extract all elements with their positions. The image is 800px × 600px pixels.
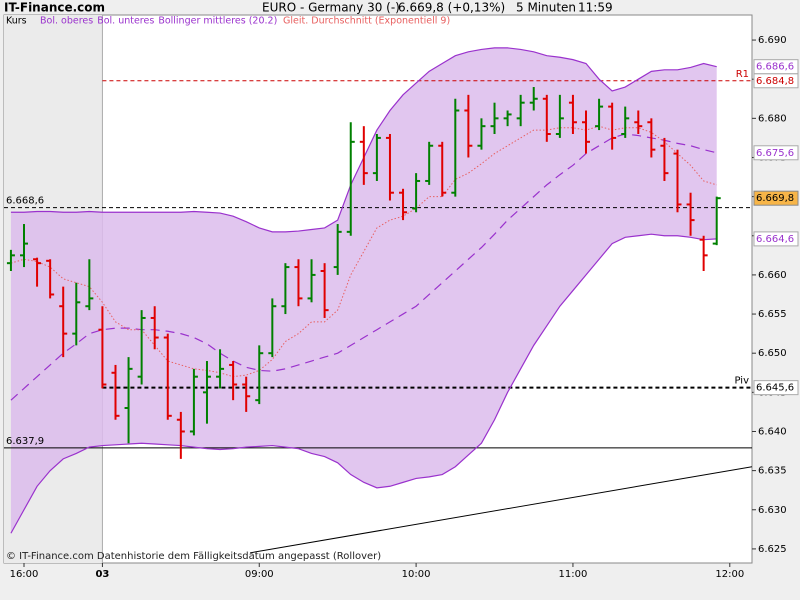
last-price-label: 6.669,8	[756, 193, 794, 204]
time: 11:59	[578, 1, 613, 15]
last-value-label: 6.686,6	[756, 62, 794, 73]
y-tick-label: 6.630	[758, 505, 787, 516]
level-box	[753, 380, 799, 396]
legend-entry: Bol. oberes	[40, 16, 93, 27]
level-name: Piv	[734, 376, 749, 387]
trendline	[250, 466, 752, 554]
level-name: R1	[736, 69, 749, 80]
last-value-label: 6.675,6	[756, 148, 794, 159]
x-tick-label: 11:00	[559, 569, 588, 580]
x-tick-label: 12:00	[715, 569, 744, 580]
y-tick-label: 6.660	[758, 270, 787, 281]
chart-title: EURO - Germany 30 (-)	[262, 1, 400, 15]
y-tick-label: 6.635	[758, 466, 787, 477]
last-price-box	[753, 190, 799, 206]
last-value-label: 6.664,6	[756, 234, 794, 245]
y-tick-label: 6.655	[758, 309, 787, 320]
footnote: © IT-Finance.com Datenhistorie dem Fälli…	[6, 551, 381, 562]
legend-entry: Kurs	[6, 16, 27, 27]
series-line	[10, 233, 717, 534]
y-tick-label: 6.625	[758, 544, 787, 555]
level-label: 6.637,9	[6, 436, 44, 447]
plot	[4, 15, 752, 563]
interval: 5 Minuten	[516, 1, 576, 15]
x-tick-label: 09:00	[245, 569, 274, 580]
legend-entry: Gleit. Durchschnitt (Exponentiell 9)	[283, 16, 450, 27]
last-value-box	[753, 145, 799, 161]
level-label: 6.684,8	[756, 76, 794, 87]
band-fill	[10, 47, 717, 534]
legend-entry: Bol. unteres	[97, 16, 154, 27]
x-tick-label: 03	[95, 569, 109, 580]
y-tick-label: 6.640	[758, 426, 787, 437]
overlay: 6.6256.6306.6356.6406.6456.6506.6556.660…	[6, 16, 799, 580]
site-name: IT-Finance.com	[4, 1, 105, 15]
last-value-box	[753, 59, 799, 75]
last-value-box	[753, 231, 799, 247]
y-tick-label: 6.680	[758, 113, 787, 124]
series-line	[10, 133, 717, 401]
level-label: 6.645,6	[756, 383, 794, 394]
price-text: 6.669,8 (+0,13%)	[398, 1, 505, 15]
x-tick-label: 16:00	[10, 569, 39, 580]
y-tick-label: 6.650	[758, 348, 787, 359]
x-tick-label: 10:00	[402, 569, 431, 580]
level-label: 6.668,6	[6, 196, 44, 207]
y-tick-label: 6.690	[758, 35, 787, 46]
legend-entry: Bollinger mittleres (20.2)	[158, 16, 277, 27]
